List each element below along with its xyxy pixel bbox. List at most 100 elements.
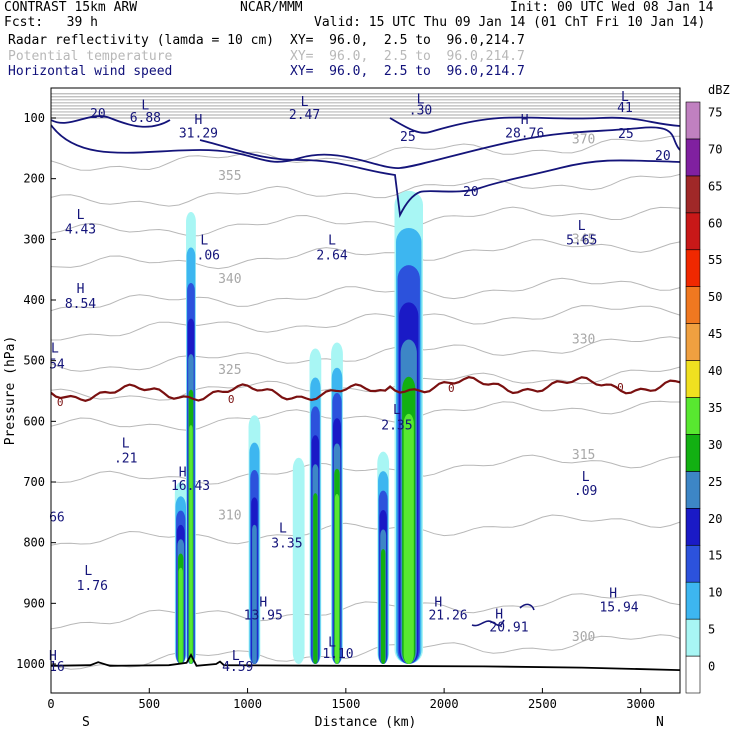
hl-annotation: L [328, 233, 336, 248]
wind-contour-label: 20 [463, 185, 479, 200]
reflectivity-band [313, 493, 318, 664]
colorbar-label: 55 [708, 253, 722, 267]
theta-contour [51, 206, 680, 237]
hl-annotation: 2.47 [289, 108, 320, 123]
colorbar-swatch [685, 323, 701, 361]
reflectivity-band [178, 567, 183, 664]
theta-contour [51, 336, 680, 372]
wind-contour [199, 139, 680, 219]
colorbar-swatch [685, 471, 701, 509]
colorbar-label: 40 [708, 364, 722, 378]
reflectivity-cell [394, 190, 423, 665]
hl-annotation: H [495, 608, 503, 623]
hl-annotation: 21.26 [428, 608, 467, 623]
hl-annotation: 15.94 [599, 600, 638, 615]
field-name-reflectivity: Radar reflectivity (lamda = 10 cm) [8, 33, 275, 48]
reflectivity-cell [292, 457, 305, 664]
hl-annotation: 8.54 [65, 297, 96, 312]
colorbar-unit: dBZ [708, 83, 730, 97]
x-tick-label: 1000 [233, 697, 262, 711]
colorbar-swatch [685, 286, 701, 324]
colorbar-label: 25 [708, 475, 722, 489]
theta-label: 300 [572, 630, 595, 645]
colorbar-swatch [685, 360, 701, 398]
freezing-level-line [51, 376, 680, 402]
x-tick-label: 0 [47, 697, 54, 711]
theta-label: 370 [572, 132, 595, 147]
colorbar-label: 35 [708, 401, 722, 415]
colorbar-swatch [685, 397, 701, 435]
hl-annotation: 2.35 [381, 418, 412, 433]
theta-label: 340 [218, 272, 241, 287]
hl-annotation: L [200, 233, 208, 248]
hl-annotation: H [77, 282, 85, 297]
theta-contour [51, 135, 680, 171]
y-tick-label: 200 [23, 172, 45, 186]
colorbar-swatch [685, 101, 701, 140]
theta-contour [51, 400, 680, 431]
x-tick-label: 3000 [626, 697, 655, 711]
terrain-line [51, 652, 680, 671]
colorbar-label: 70 [708, 142, 722, 156]
colorbar-swatch [685, 544, 701, 583]
wind-contour [51, 115, 171, 128]
colorbar-label: 60 [708, 216, 722, 230]
wind-contour [51, 124, 680, 169]
y-tick-label: 700 [23, 475, 45, 489]
reflectivity-cell [248, 415, 261, 664]
theta-contour [51, 454, 680, 485]
theta-contour [51, 514, 680, 546]
hl-annotation: 4.59 [222, 660, 253, 675]
reflectivity-band [189, 425, 193, 664]
hl-annotation: 1.76 [77, 579, 108, 594]
hl-annotation: 4.43 [65, 222, 96, 237]
freezing-level-label: 0 [57, 396, 64, 409]
y-tick-label: 600 [23, 414, 45, 428]
model-title: CONTRAST 15km ARW [4, 0, 138, 15]
hl-annotation: H [434, 596, 442, 611]
colorbar-label: 10 [708, 586, 722, 600]
hl-annotation: H [179, 466, 187, 481]
theta-contour [51, 366, 680, 401]
colorbar-label: 65 [708, 179, 722, 193]
organization-label: NCAR/MMM [240, 0, 303, 15]
hl-annotation: 2.64 [316, 249, 347, 264]
wind-contour [471, 619, 505, 627]
hl-annotation: .06 [197, 249, 220, 264]
x-tick-label: 2000 [430, 697, 459, 711]
forecast-hour: Fcst: 39 h [4, 15, 98, 30]
y-axis-label: Pressure (hPa) [3, 336, 18, 446]
hl-annotation: H [609, 586, 617, 601]
hl-annotation: L [77, 208, 85, 223]
hl-annotation: L [84, 564, 92, 579]
y-tick-label: 800 [23, 536, 45, 550]
wind-contour-label: 25 [618, 127, 634, 142]
hl-annotation: 13.95 [244, 608, 283, 623]
wind-contour-label: 20 [90, 107, 106, 122]
reflectivity-cell [186, 212, 196, 665]
x-end-label-south: S [82, 715, 90, 730]
freezing-level-label: 0 [448, 382, 455, 395]
y-tick-label: 400 [23, 293, 45, 307]
wind-contour [389, 116, 680, 134]
hl-annotation: H [259, 596, 267, 611]
hl-annotation: L [582, 470, 590, 485]
field-name-theta: Potential temperature [8, 49, 173, 64]
colorbar-swatch [685, 138, 701, 177]
x-tick-label: 2500 [528, 697, 557, 711]
colorbar-label: 45 [708, 327, 722, 341]
field-name-wind: Horizontal wind speed [8, 64, 173, 79]
hl-annotation: L [393, 403, 401, 418]
hl-annotation: L [51, 341, 59, 356]
theta-contour [51, 634, 680, 670]
x-tick-label: 1500 [331, 697, 360, 711]
theta-contour [51, 277, 680, 312]
hl-annotation: L [578, 219, 586, 234]
hl-annotation: 5.65 [566, 233, 597, 248]
init-time: Init: 00 UTC Wed 08 Jan 14 [510, 0, 714, 15]
plot-frame [50, 87, 681, 694]
x-axis-label: Distance (km) [315, 715, 417, 730]
reflectivity-cell [331, 342, 343, 664]
hl-annotation: L [232, 649, 240, 664]
